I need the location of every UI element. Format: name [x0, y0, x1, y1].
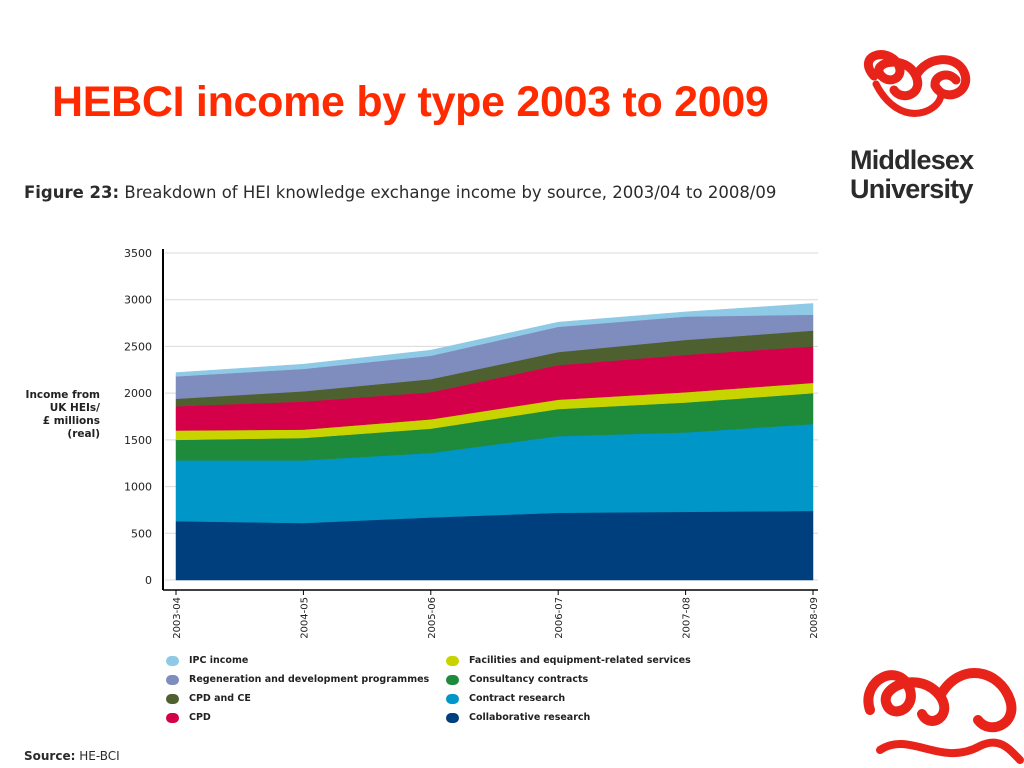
legend-item: Regeneration and development programmes — [166, 674, 429, 685]
legend-swatch — [446, 655, 459, 666]
slide-title: HEBCI income by type 2003 to 2009 — [52, 78, 769, 126]
legend-label: Facilities and equipment-related service… — [469, 655, 691, 666]
legend-label: Collaborative research — [469, 712, 591, 723]
y-tick-label: 3000 — [124, 294, 152, 307]
legend-swatch — [166, 712, 179, 723]
source-label: Source: — [24, 749, 76, 763]
x-tick-label: 2003-04 — [172, 597, 183, 639]
source-value: HE-BCI — [79, 749, 120, 763]
legend-item: Contract research — [446, 693, 565, 704]
area-series-7 — [175, 303, 814, 377]
y-tick-label: 3500 — [124, 247, 152, 260]
legend-item: CPD — [166, 712, 211, 723]
middlesex-logo-swirl-icon — [864, 50, 971, 117]
legend-label: Contract research — [469, 693, 566, 704]
legend-swatch — [446, 712, 459, 723]
y-tick-label: 1500 — [124, 434, 152, 447]
x-tick-label: 2004-05 — [299, 597, 310, 639]
logo-line-2: University — [850, 174, 973, 204]
logo-wordmark: Middlesex University — [850, 145, 974, 204]
y-axis-label: Income from UK HEIs/ £ millions (real) — [25, 389, 100, 440]
figure-label: Figure 23: — [24, 183, 120, 202]
figure-caption: Figure 23: Breakdown of HEI knowledge ex… — [24, 182, 784, 203]
legend-label: Regeneration and development programmes — [189, 674, 430, 685]
legend-label: CPD and CE — [189, 693, 251, 704]
y-tick-label: 2500 — [124, 340, 152, 353]
decorative-swirl-icon — [863, 668, 1024, 764]
legend-swatch — [446, 674, 459, 685]
legend-label: IPC income — [189, 655, 249, 666]
legend-item: Consultancy contracts — [446, 674, 588, 685]
legend-label: CPD — [189, 712, 211, 723]
legend-item: Collaborative research — [446, 712, 590, 723]
legend-item: CPD and CE — [166, 693, 251, 704]
legend-item: IPC income — [166, 655, 248, 666]
x-tick-label: 2007-08 — [682, 597, 693, 639]
legend-item: Facilities and equipment-related service… — [446, 655, 691, 666]
y-tick-label: 1000 — [124, 481, 152, 494]
x-tick-label: 2006-07 — [554, 597, 565, 639]
legend-swatch — [166, 674, 179, 685]
y-tick-label: 500 — [131, 527, 152, 540]
y-tick-label: 2000 — [124, 387, 152, 400]
legend-label: Consultancy contracts — [469, 674, 589, 685]
x-tick-label: 2005-06 — [427, 597, 438, 639]
figure-caption-text: Breakdown of HEI knowledge exchange inco… — [124, 183, 777, 202]
source-note: Source: HE-BCI — [24, 749, 120, 763]
y-tick-label: 0 — [145, 574, 152, 587]
legend-swatch — [166, 655, 179, 666]
x-tick-label: 2008-09 — [809, 597, 820, 639]
logo-line-1: Middlesex — [850, 145, 974, 175]
legend-swatch — [446, 693, 459, 704]
legend-swatch — [166, 693, 179, 704]
